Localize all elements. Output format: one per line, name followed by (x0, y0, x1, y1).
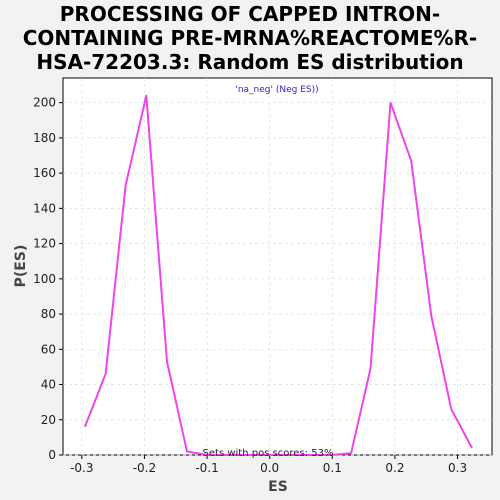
axis-ticks: -0.3 -0.2 -0.1 0.0 0.1 0.2 0.3 0 20 40 60 80 100 120 1… (33, 96, 467, 475)
y-tick-label: 80 (41, 307, 56, 321)
chart-title: PROCESSING OF CAPPED INTRON- CONTAINING … (0, 2, 500, 74)
y-tick-label: 200 (33, 96, 56, 110)
y-tick-label: 140 (33, 201, 56, 215)
plot-area (62, 77, 493, 456)
y-tick-label: 60 (41, 342, 56, 356)
grid (63, 78, 492, 456)
x-tick-label: -0.1 (195, 461, 218, 475)
series-lines (83, 94, 473, 456)
series-line (83, 94, 473, 456)
x-tick-label: 0.0 (260, 461, 279, 475)
y-tick-label: 120 (33, 237, 56, 251)
y-tick-label: 100 (33, 272, 56, 286)
y-tick-label: 0 (48, 448, 56, 462)
y-tick-label: 180 (33, 131, 56, 145)
y-tick-label: 160 (33, 166, 56, 180)
chart-title-line-3: HSA-72203.3: Random ES distribution (36, 50, 464, 74)
chart-title-line-2: CONTAINING PRE-MRNA%REACTOME%R- (22, 26, 478, 50)
legend-label: 'na_neg' (Neg ES)) (235, 85, 318, 95)
x-tick-label: 0.1 (323, 461, 342, 475)
chart-title-line-1: PROCESSING OF CAPPED INTRON- (59, 2, 441, 26)
x-tick-label: -0.3 (70, 461, 93, 475)
y-axis-label: P(ES) (13, 245, 29, 288)
y-tick-label: 20 (41, 413, 56, 427)
x-axis-label: ES (268, 479, 288, 495)
x-tick-label: -0.2 (133, 461, 156, 475)
pos-scores-annotation: Sets with pos scores: 53% (203, 448, 334, 459)
x-tick-label: 0.2 (385, 461, 404, 475)
y-tick-label: 40 (41, 378, 56, 392)
x-tick-label: 0.3 (448, 461, 467, 475)
